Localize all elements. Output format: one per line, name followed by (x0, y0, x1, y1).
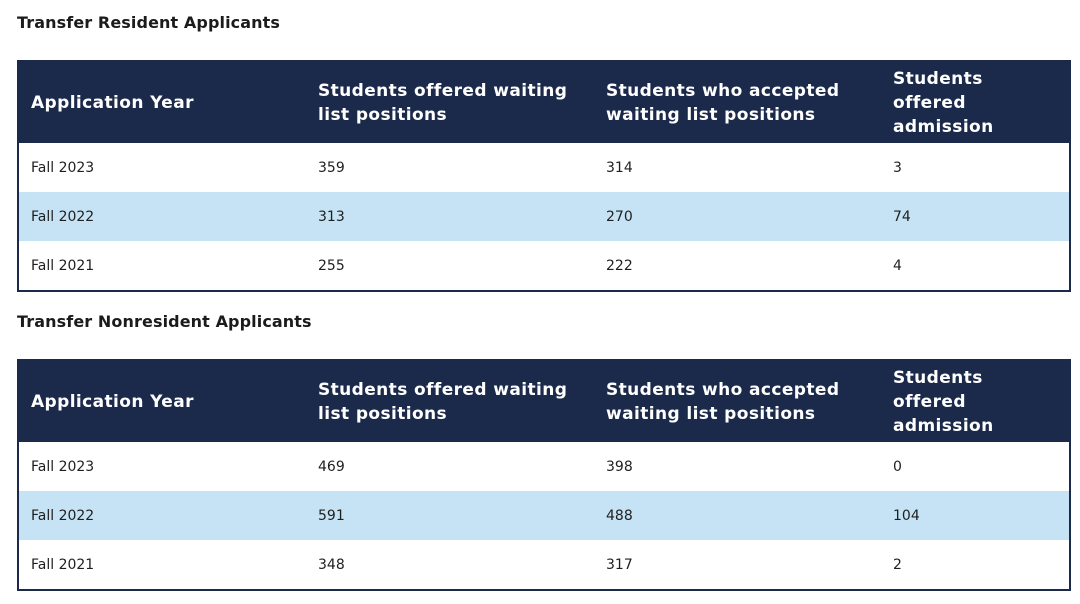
column-header-offered-admission: Students offered admission (893, 367, 994, 436)
cell-application-year: Fall 2023 (31, 458, 95, 475)
cell-offered-waiting-list: 255 (318, 257, 345, 274)
table-row: Fall 2021 348 317 2 (19, 540, 1069, 589)
cell-application-year: Fall 2023 (31, 159, 95, 176)
table-row: Fall 2022 591 488 104 (19, 491, 1069, 540)
column-header-accepted-waiting-list: Students who accepted waiting list posit… (606, 379, 840, 424)
cell-accepted-waiting-list: 398 (606, 458, 633, 475)
cell-offered-admission: 2 (893, 556, 902, 573)
cell-application-year: Fall 2021 (31, 556, 95, 573)
column-header-accepted-waiting-list: Students who accepted waiting list posit… (606, 80, 840, 125)
section-title-nonresident: Transfer Nonresident Applicants (17, 312, 312, 331)
table-row: Fall 2023 469 398 0 (19, 442, 1069, 491)
data-table: Application Year Students offered waitin… (19, 361, 1069, 589)
cell-accepted-waiting-list: 270 (606, 208, 633, 225)
cell-offered-admission: 104 (893, 507, 920, 524)
table-resident: Application Year Students offered waitin… (17, 60, 1071, 292)
cell-offered-waiting-list: 591 (318, 507, 345, 524)
column-header-application-year: Application Year (31, 391, 194, 412)
cell-application-year: Fall 2022 (31, 208, 95, 225)
cell-application-year: Fall 2022 (31, 507, 95, 524)
column-header-offered-waiting-list: Students offered waiting list positions (318, 80, 568, 125)
cell-accepted-waiting-list: 317 (606, 556, 633, 573)
cell-accepted-waiting-list: 222 (606, 257, 633, 274)
data-table: Application Year Students offered waitin… (19, 62, 1069, 290)
table-row: Fall 2021 255 222 4 (19, 241, 1069, 290)
cell-application-year: Fall 2021 (31, 257, 95, 274)
table-nonresident: Application Year Students offered waitin… (17, 359, 1071, 591)
cell-accepted-waiting-list: 488 (606, 507, 633, 524)
cell-offered-admission: 4 (893, 257, 902, 274)
table-row: Fall 2023 359 314 3 (19, 143, 1069, 192)
cell-offered-waiting-list: 359 (318, 159, 345, 176)
cell-offered-waiting-list: 348 (318, 556, 345, 573)
cell-offered-admission: 3 (893, 159, 902, 176)
column-header-offered-admission: Students offered admission (893, 68, 994, 137)
cell-offered-admission: 74 (893, 208, 911, 225)
cell-offered-waiting-list: 469 (318, 458, 345, 475)
column-header-application-year: Application Year (31, 92, 194, 113)
table-header-row: Application Year Students offered waitin… (19, 361, 1069, 442)
cell-offered-waiting-list: 313 (318, 208, 345, 225)
cell-offered-admission: 0 (893, 458, 902, 475)
cell-accepted-waiting-list: 314 (606, 159, 633, 176)
section-title-resident: Transfer Resident Applicants (17, 13, 281, 32)
column-header-offered-waiting-list: Students offered waiting list positions (318, 379, 568, 424)
table-row: Fall 2022 313 270 74 (19, 192, 1069, 241)
table-header-row: Application Year Students offered waitin… (19, 62, 1069, 143)
